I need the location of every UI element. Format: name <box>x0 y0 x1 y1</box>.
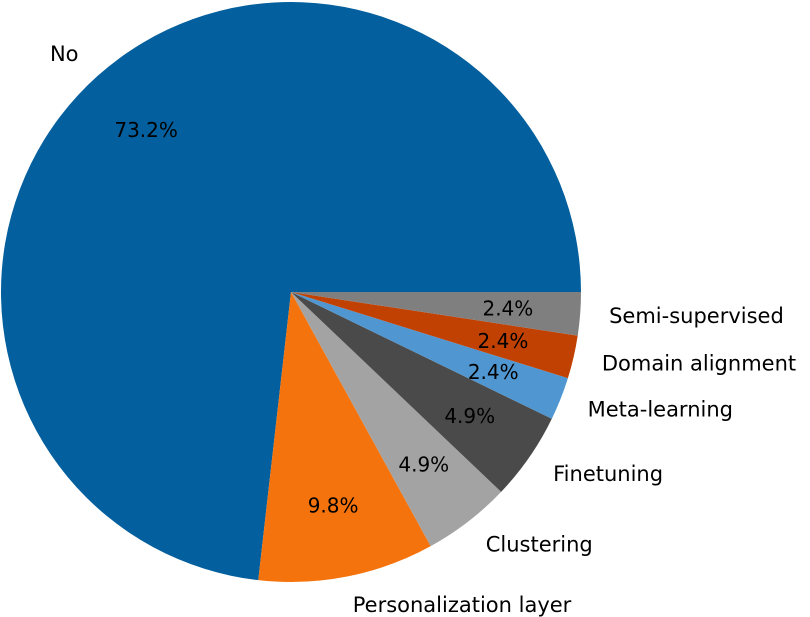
pie-slices <box>0 1 581 582</box>
slice-label: Meta-learning <box>588 397 733 421</box>
slice-labels: No Personalization layer Clustering Finetun… <box>50 42 796 617</box>
pie-slice <box>291 292 578 379</box>
pie-slice <box>291 292 568 419</box>
slice-percent-label: 73.2% <box>114 118 178 142</box>
slice-percent-labels: 73.2% 9.8% 4.9% 4.9% 2.4% 2.4% 2.4% <box>114 118 533 518</box>
pie-slice <box>291 292 552 492</box>
slice-percent-label: 4.9% <box>398 452 449 476</box>
slice-label: Domain alignment <box>602 352 796 376</box>
slice-label: Personalization layer <box>353 593 572 617</box>
pie-slice <box>291 292 581 336</box>
slice-label: Clustering <box>486 533 593 557</box>
slice-label: No <box>50 42 79 66</box>
slice-label: Semi-supervised <box>609 304 784 328</box>
slice-percent-label: 9.8% <box>308 493 359 517</box>
pie-slice <box>291 292 502 547</box>
slice-percent-label: 2.4% <box>478 329 529 353</box>
pie-slice <box>258 292 431 582</box>
slice-label: Finetuning <box>553 462 663 486</box>
slice-percent-label: 4.9% <box>444 404 495 428</box>
pie-slice <box>0 1 581 581</box>
slice-percent-label: 2.4% <box>482 296 533 320</box>
slice-percent-label: 2.4% <box>468 360 519 384</box>
